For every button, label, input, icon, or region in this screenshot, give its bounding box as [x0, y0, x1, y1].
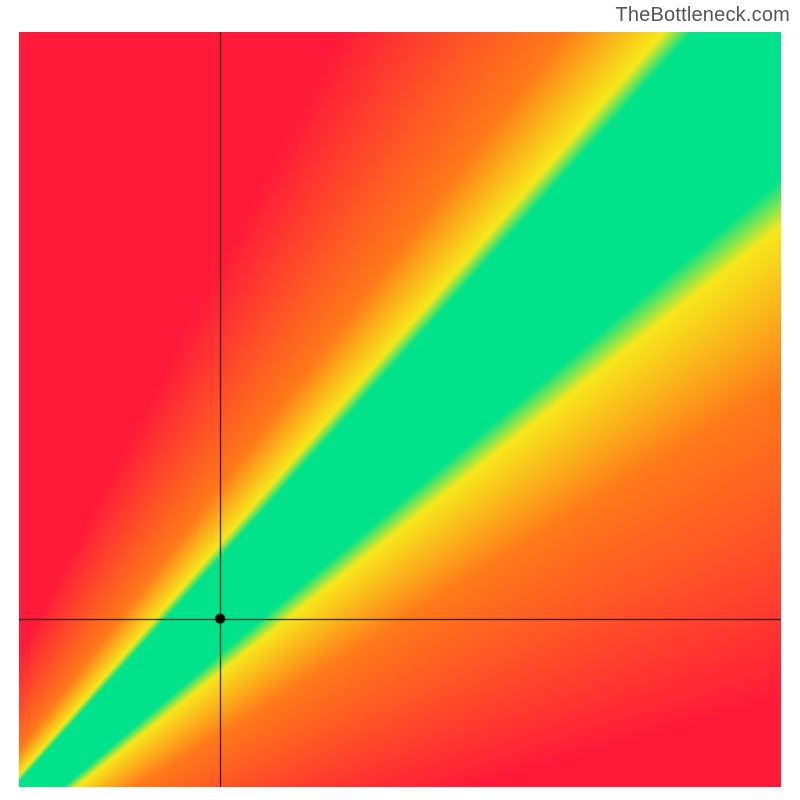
plot-frame	[19, 32, 781, 787]
watermark-text: TheBottleneck.com	[615, 4, 790, 27]
crosshair-overlay	[19, 32, 781, 787]
figure-container: TheBottleneck.com	[0, 0, 800, 800]
